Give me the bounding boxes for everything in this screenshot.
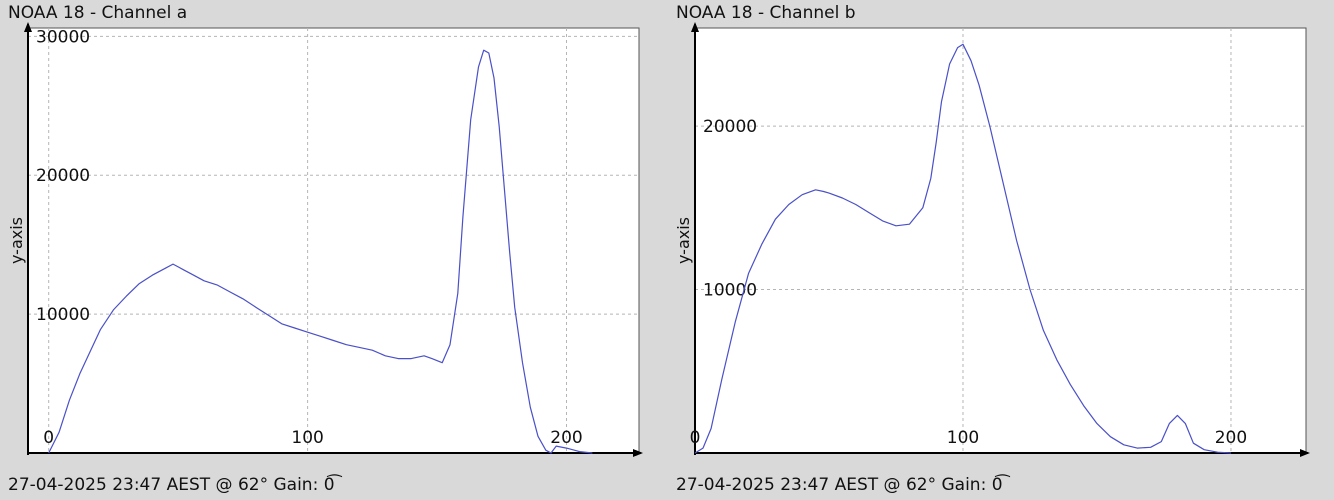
x-axis-arrow [633,449,643,457]
chart-panel-b: NOAA 18 - Channel b 0 100 200 10000 20000 y-a… [676,0,1316,500]
series-line [48,49,593,454]
y-axis-arrow [24,22,32,32]
chart-title: NOAA 18 - Channel b [676,3,856,23]
plot-area [27,27,640,454]
x-tick-label: 200 [1215,428,1247,448]
x-axis-arrow [1300,449,1310,457]
y-tick-label: 30000 [36,27,90,47]
x-tick-label: 0 [43,428,54,448]
line-chart-b: 0 100 200 10000 20000 y-axis [676,22,1310,457]
chart-panel-a: NOAA 18 - Channel a 0 100 200 10000 20000 300… [8,0,648,500]
y-tick-label: 20000 [703,117,757,137]
series-line [694,43,1232,454]
line-chart-a: 0 100 200 10000 20000 30000 y-axis [8,22,643,457]
x-tick-label: 100 [291,428,323,448]
plot-area [694,27,1307,454]
status-footer: 27-04-2025 23:47 AEST @ 62° Gain: 0͡ [8,475,335,495]
x-tick-label: 100 [947,428,979,448]
y-tick-label: 10000 [703,281,757,301]
y-tick-label: 20000 [36,166,90,186]
y-axis-label: y-axis [676,217,693,264]
status-footer: 27-04-2025 23:47 AEST @ 62° Gain: 0͡ [676,475,1003,495]
y-axis-arrow [691,22,699,32]
chart-title: NOAA 18 - Channel a [8,3,188,23]
y-tick-label: 10000 [36,305,90,325]
x-tick-label: 200 [550,428,582,448]
y-axis-label: y-axis [8,217,26,264]
x-tick-label: 0 [690,428,701,448]
